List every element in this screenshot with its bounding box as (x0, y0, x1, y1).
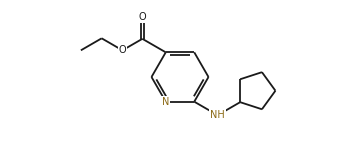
Text: O: O (138, 12, 146, 22)
Text: NH: NH (210, 110, 225, 120)
Text: N: N (162, 97, 169, 107)
Text: O: O (119, 45, 126, 55)
